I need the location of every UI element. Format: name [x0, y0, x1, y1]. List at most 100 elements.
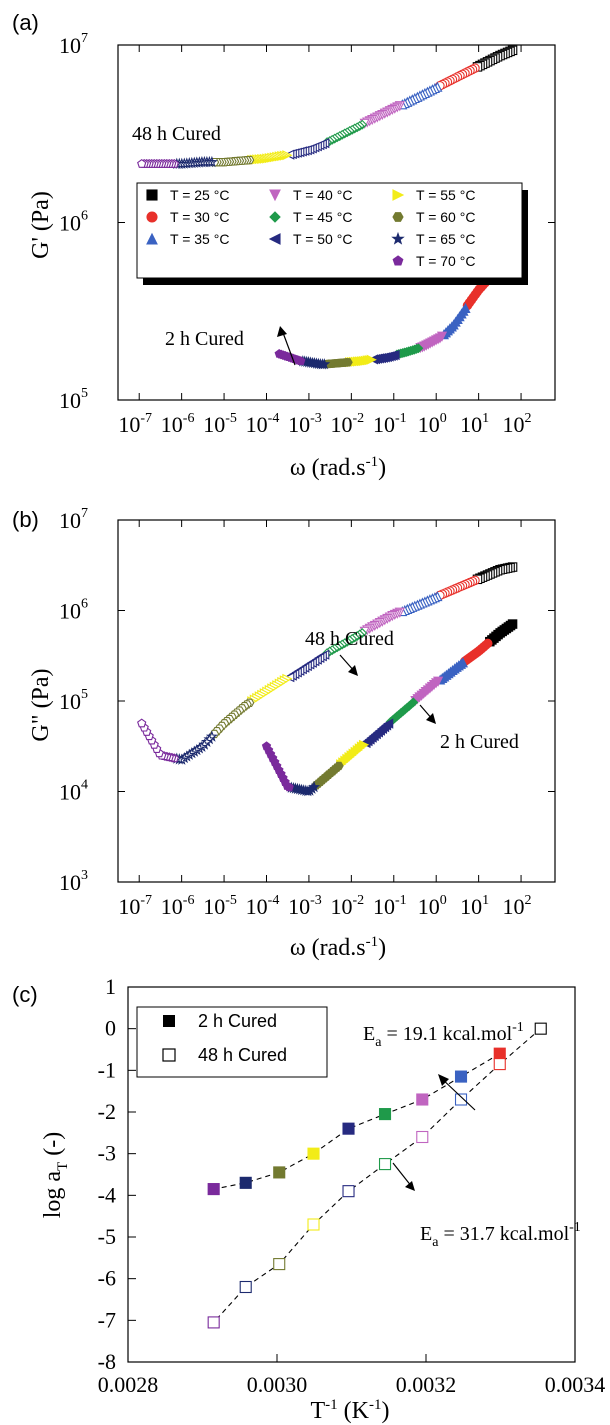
panel-c-ylabel-end: (-)	[40, 1132, 66, 1162]
y-tick-exponent: 7	[81, 31, 88, 46]
x-tick-label: 100	[418, 893, 447, 919]
marker-48h	[454, 1093, 468, 1106]
legend-label: T = 35 °C	[170, 231, 229, 247]
legend-marker	[392, 255, 404, 266]
panel-b-annotation-48h: 48 h Cured	[305, 628, 394, 650]
legend-label: T = 55 °C	[416, 187, 475, 203]
panel-b-xlabel-main: ω (rad.s	[290, 935, 366, 961]
panel-a-xlabel: ω (rad.s-1)	[290, 454, 386, 481]
panel-c-arrow-ea2-head	[405, 1181, 415, 1191]
legend-label: T = 70 °C	[416, 253, 475, 269]
x-tick-exponent: 0	[440, 893, 447, 908]
y-tick-label: -1	[98, 1057, 116, 1082]
fit-line-2h	[213, 1053, 501, 1190]
x-tick-exponent: -3	[310, 893, 322, 908]
panel-c-ea2-e: E	[420, 1223, 432, 1245]
y-tick-label: -4	[98, 1182, 116, 1207]
panel-c: (c) 0.0028 0.0030 0.0032 0.0034 1 0 -1 -2 -3 -4 -…	[12, 974, 605, 1424]
marker-2h	[307, 1147, 320, 1160]
marker-2h	[239, 1176, 252, 1189]
x-tick-label: 10-7	[118, 411, 152, 437]
legend-label: T = 65 °C	[416, 231, 475, 247]
y-tick-label: 105	[59, 386, 88, 413]
panel-b-annotation-2h: 2 h Cured	[440, 731, 519, 753]
panel-a-label: (a)	[12, 10, 39, 35]
x-tick-exponent: -3	[310, 411, 322, 426]
panel-a: (a) 10-7 10-6 10-5 10-4 10-3 10-2 10-1 100 101 10…	[12, 10, 556, 481]
panel-a-annotation-48h: 48 h Cured	[132, 123, 221, 145]
legend-label: T = 25 °C	[170, 187, 229, 203]
panel-b-arrow-48h-head	[348, 665, 358, 676]
legend-label: T = 40 °C	[293, 187, 352, 203]
panel-a-ylabel: G' (Pa)	[28, 191, 54, 259]
y-tick-label: -2	[98, 1099, 116, 1124]
panel-c-ylabel: log aT (-)	[40, 1132, 71, 1218]
x-tick-exponent: 1	[482, 411, 489, 426]
marker-48h	[416, 1130, 429, 1144]
y-tick-label: -6	[98, 1266, 116, 1291]
x-tick-label: 10-4	[246, 411, 280, 437]
panel-c-annotation-ea2: Ea = 31.7 kcal.mol-1	[420, 1220, 581, 1250]
panel-b-xlabel: ω (rad.s-1)	[290, 934, 386, 961]
y-tick-label: 107	[59, 506, 88, 533]
panel-c-ea1-rest: = 19.1 kcal.mol	[381, 1023, 512, 1045]
x-tick-label: 0.0034	[545, 1372, 606, 1397]
panel-a-arrow-head	[277, 326, 287, 337]
x-tick-exponent: 0	[440, 411, 447, 426]
legend-marker	[268, 233, 281, 245]
panel-c-legend-marker-2h	[163, 1015, 175, 1027]
x-tick-label: 10-3	[288, 411, 322, 437]
marker-48h	[307, 1218, 320, 1231]
legend-marker	[269, 189, 281, 202]
legend-marker	[146, 232, 158, 245]
y-tick-label: 103	[59, 868, 88, 895]
marker-48h	[137, 159, 147, 168]
x-tick-exponent: -4	[268, 893, 280, 908]
y-tick-label: 105	[59, 687, 88, 714]
legend-label: T = 30 °C	[170, 209, 229, 225]
y-tick-label: -8	[98, 1349, 116, 1374]
x-tick-label: 10-5	[203, 411, 237, 437]
y-tick-label: 107	[59, 31, 88, 58]
panel-c-markers	[207, 1022, 547, 1329]
panel-b-ylabel: G" (Pa)	[28, 668, 54, 741]
panel-a-legend	[136, 182, 523, 279]
x-tick-label: 0.0028	[98, 1372, 159, 1397]
y-tick-exponent: 5	[81, 687, 88, 702]
x-tick-exponent: -7	[140, 411, 152, 426]
panel-c-fit-lines	[213, 1028, 542, 1323]
y-tick-label: 0	[105, 1016, 116, 1041]
y-tick-exponent: 6	[81, 597, 88, 612]
x-tick-label: 0.0032	[396, 1372, 457, 1397]
panel-b: (b) 10-7 10-6 10-5 10-4 10-3 10-2 10-1 100 101 10…	[12, 506, 556, 961]
x-tick-label: 10-1	[373, 893, 407, 919]
fit-line-48h	[213, 1028, 542, 1323]
y-tick-exponent: 4	[81, 778, 88, 793]
x-tick-label: 102	[503, 893, 532, 919]
x-tick-exponent: 2	[525, 411, 532, 426]
panel-c-ea1-e: E	[363, 1023, 375, 1045]
y-tick-label: -5	[98, 1224, 116, 1249]
marker-2h	[261, 741, 272, 751]
x-tick-exponent: -1	[395, 411, 407, 426]
y-tick-label: 104	[59, 778, 88, 805]
panel-c-xlabel-main: T	[311, 1398, 326, 1424]
legend-label: T = 60 °C	[416, 209, 475, 225]
x-tick-exponent: -6	[183, 893, 195, 908]
y-tick-label: 106	[59, 209, 88, 236]
x-tick-exponent: -2	[353, 411, 365, 426]
marker-2h	[454, 1070, 468, 1083]
legend-label: T = 45 °C	[293, 209, 352, 225]
x-tick-label: 101	[460, 411, 489, 437]
x-tick-exponent: -5	[225, 893, 237, 908]
x-tick-label: 10-6	[161, 411, 195, 437]
y-tick-label: -7	[98, 1307, 116, 1332]
y-tick-label: -3	[98, 1141, 116, 1166]
panel-c-xlabel-sup2: -1	[369, 1397, 382, 1413]
x-tick-exponent: -4	[268, 411, 280, 426]
panel-c-ea2-sub: a	[432, 1235, 439, 1250]
panel-c-xlabel-sup: -1	[325, 1397, 338, 1413]
marker-48h	[493, 1058, 506, 1071]
legend-marker	[392, 212, 404, 222]
